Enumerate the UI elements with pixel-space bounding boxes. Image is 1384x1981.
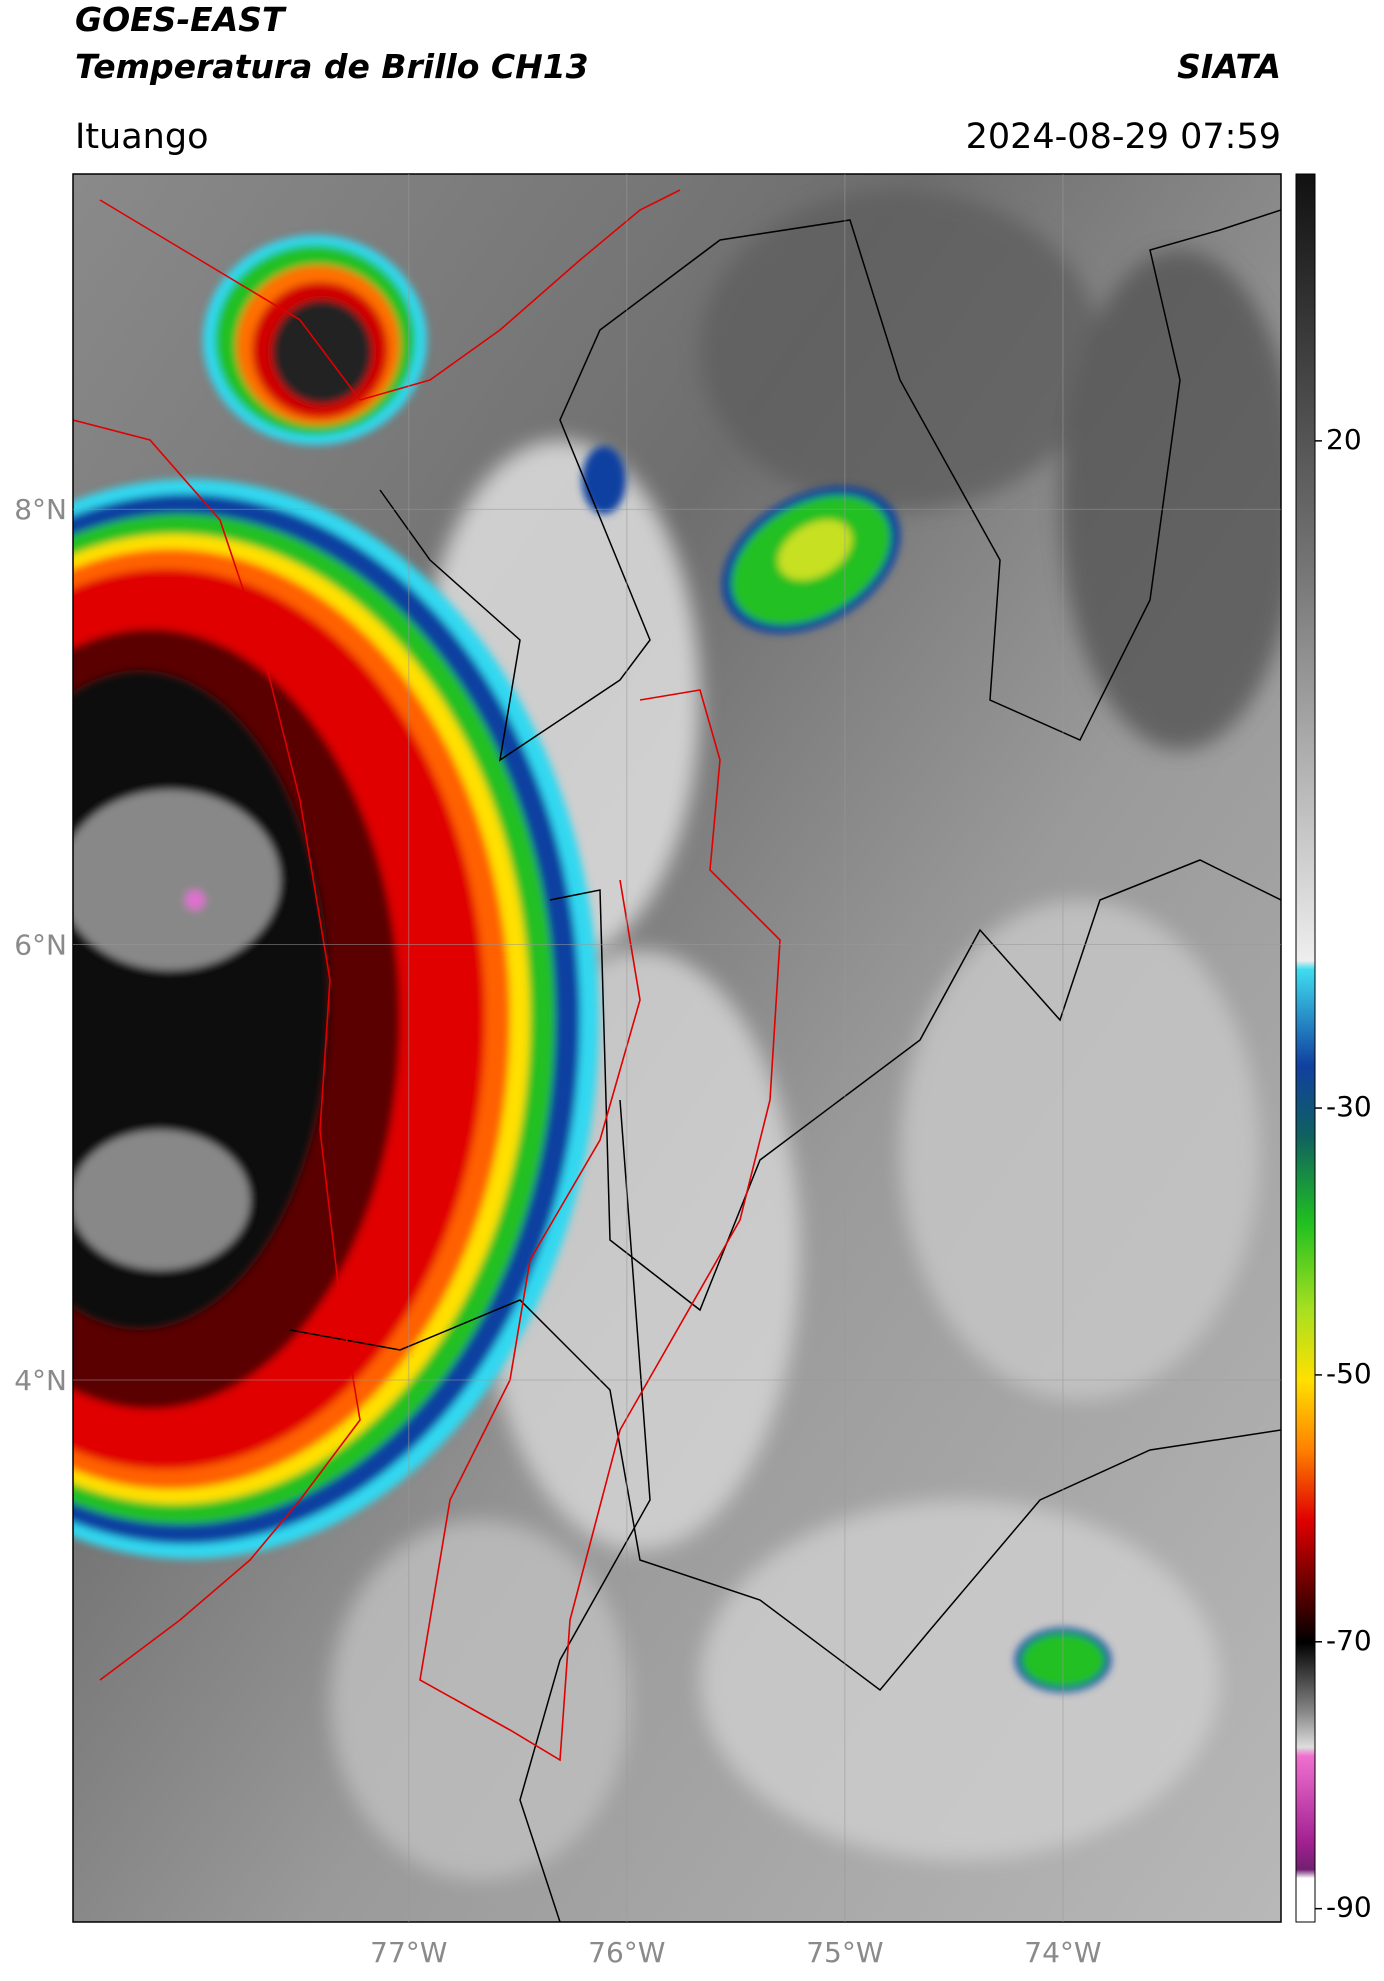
colorbar-tick-label: -50: [1326, 1357, 1372, 1390]
lat-label: 4°N: [14, 1364, 67, 1397]
lon-label: 74°W: [1024, 1936, 1101, 1969]
satellite-image: [73, 174, 1281, 1922]
datetime: 2024-08-29 07:59: [966, 117, 1281, 157]
colorbar-tick-label: -30: [1326, 1090, 1372, 1123]
colorbar-tick-label: 20: [1326, 423, 1362, 456]
organization: SIATA: [1177, 47, 1281, 86]
map-frame: [72, 173, 1282, 1923]
graticule: 8°N 6°N 4°N 77°W 76°W 75°W 74°W: [14, 174, 1281, 1969]
subtitle: Temperatura de Brillo CH13: [75, 47, 589, 86]
colorbar: [1295, 173, 1316, 1923]
colorbar-tick-label: -70: [1326, 1624, 1372, 1657]
lon-label: 76°W: [588, 1936, 665, 1969]
lon-label: 75°W: [806, 1936, 883, 1969]
colorbar-tick-label: -90: [1326, 1891, 1372, 1924]
lat-label: 8°N: [14, 493, 67, 526]
location: Ituango: [75, 117, 209, 157]
title: GOES-EAST: [75, 0, 287, 39]
colorbar-ticks: 20 -30 -50 -70 -90: [1315, 423, 1372, 1924]
lat-label: 6°N: [14, 929, 67, 962]
lon-label: 77°W: [370, 1936, 447, 1969]
